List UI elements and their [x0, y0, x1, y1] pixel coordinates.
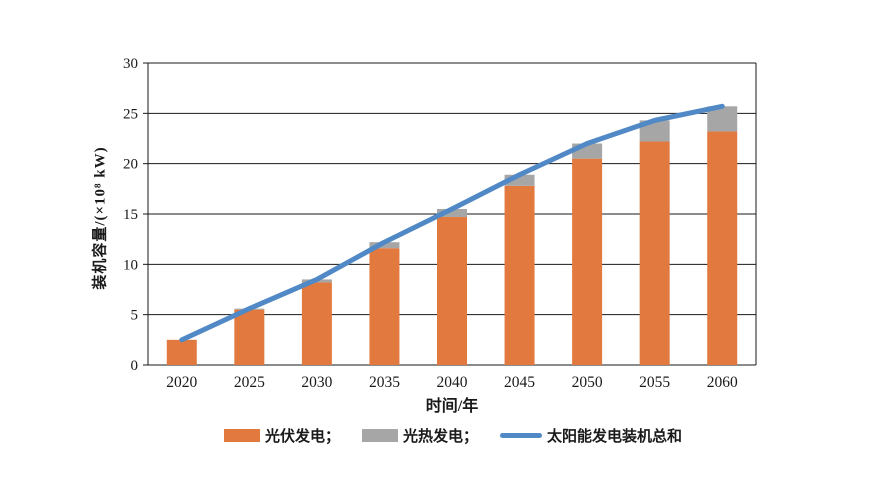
legend-item-csp: 光热发电； — [362, 425, 478, 446]
bar-csp — [437, 208, 467, 218]
x-tick-label: 2020 — [166, 374, 197, 391]
bar-pv — [437, 217, 467, 365]
pv-legend-label: 光伏发电； — [265, 429, 341, 445]
x-tick-label: 2030 — [301, 374, 332, 391]
x-tick-label: 2025 — [234, 374, 265, 391]
bar-pv — [301, 282, 332, 365]
total-line-legend-swatch — [500, 433, 543, 438]
y-tick-label: 5 — [131, 308, 139, 324]
x-tick-label: 2040 — [437, 374, 468, 391]
pv-legend-swatch — [224, 429, 260, 442]
bar-pv — [572, 158, 603, 365]
y-tick-label: 20 — [123, 157, 138, 173]
y-axis-title: 装机容量/(×10⁸ kW) — [92, 146, 109, 290]
csp-legend-swatch — [362, 429, 399, 442]
bar-pv — [639, 141, 670, 365]
x-tick-label: 2055 — [639, 374, 670, 391]
bar-pv — [504, 185, 535, 365]
total-line — [179, 103, 725, 343]
bar-pv — [166, 339, 197, 365]
bar-csp — [369, 242, 400, 249]
y-tick-label: 0 — [131, 358, 139, 374]
bar-pv — [234, 309, 265, 365]
bar-pv — [707, 131, 738, 365]
y-tick-label: 25 — [123, 106, 138, 122]
bar-csp — [639, 120, 670, 142]
x-tick-label: 2045 — [504, 374, 535, 391]
x-axis-title: 时间/年 — [425, 398, 479, 415]
csp-legend-label: 光热发电； — [403, 429, 479, 445]
chart-legend: 光伏发电； 光热发电； 太阳能发电装机总和 — [224, 425, 682, 446]
bar-csp — [504, 174, 535, 186]
bar-pv — [369, 248, 400, 365]
legend-item-total: 太阳能发电装机总和 — [500, 425, 682, 446]
legend-item-pv: 光伏发电； — [224, 425, 340, 446]
y-tick-label: 30 — [123, 56, 138, 72]
y-tick-label: 15 — [123, 207, 138, 223]
x-tick-label: 2060 — [707, 374, 738, 391]
x-tick-label: 2035 — [369, 374, 400, 391]
y-tick-label: 10 — [123, 257, 138, 273]
total-legend-label: 太阳能发电装机总和 — [547, 429, 683, 445]
x-tick-label: 2050 — [572, 374, 603, 391]
